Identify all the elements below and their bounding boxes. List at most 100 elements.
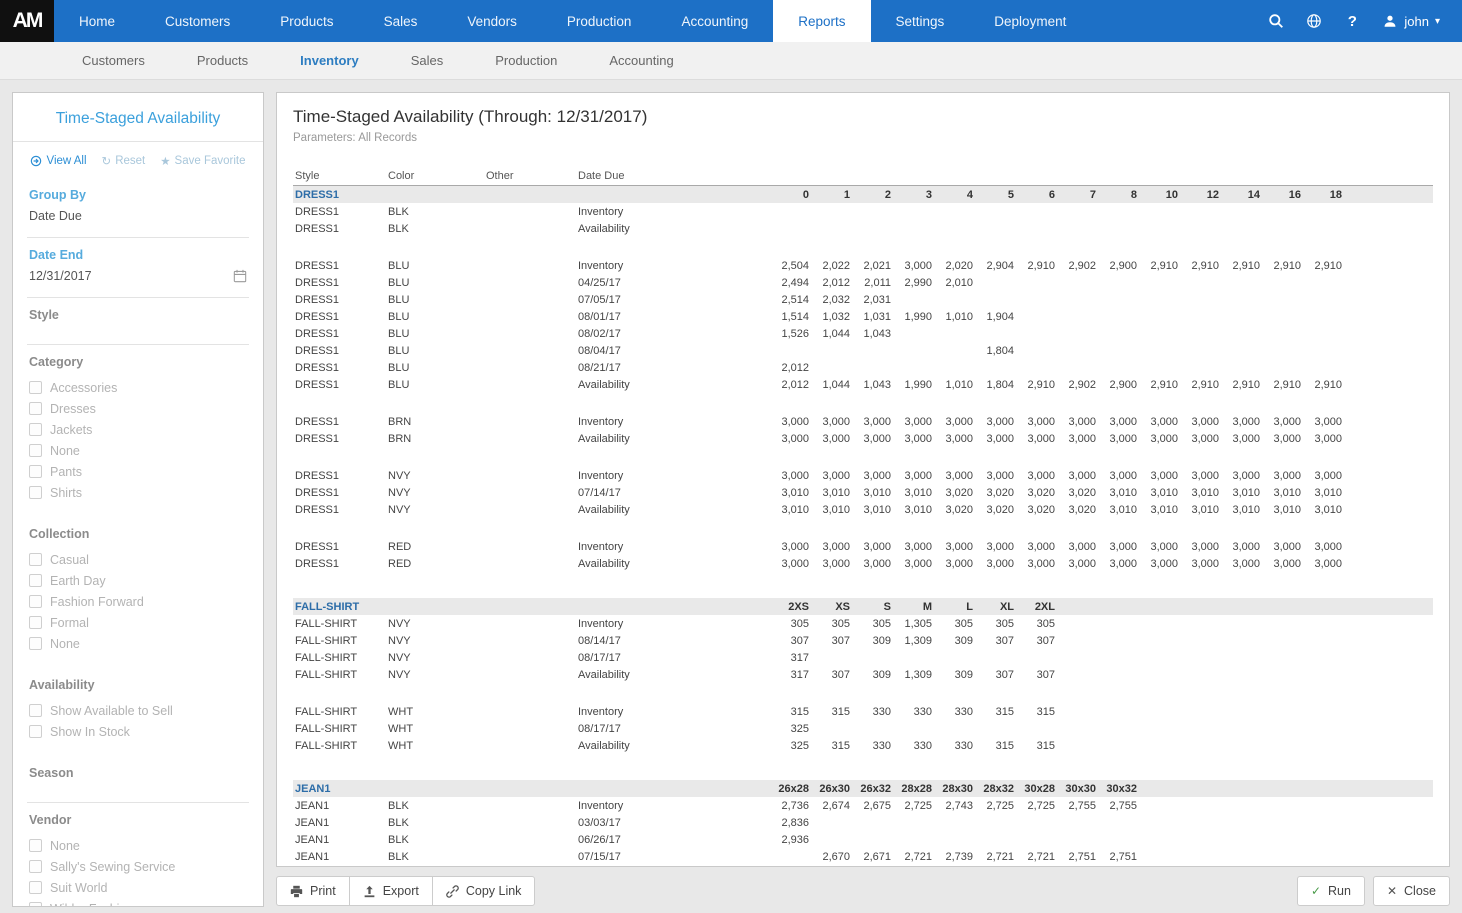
subnav-item-inventory[interactable]: Inventory [300,53,359,68]
checkbox[interactable] [29,465,42,478]
size-header: 6 [1048,188,1055,201]
checkbox[interactable] [29,637,42,650]
cell-value: 3,010 [822,503,850,516]
nav-item-vendors[interactable]: Vendors [467,13,517,29]
run-button[interactable]: ✓ Run [1296,876,1365,906]
checkbox[interactable] [29,574,42,587]
size-header: 0 [802,188,809,201]
cell-value: 2,910 [1314,259,1342,272]
cell-due: Inventory [578,617,624,630]
checkbox[interactable] [29,486,42,499]
subnav-item-sales[interactable]: Sales [410,53,444,68]
checkbox[interactable] [29,881,42,894]
cell-value: 2,010 [945,276,973,289]
filter-option-dresses[interactable]: Dresses [29,398,247,419]
checkbox[interactable] [29,595,42,608]
checkbox[interactable] [29,839,42,852]
cell-value: 3,000 [1314,469,1342,482]
checkbox[interactable] [29,704,42,717]
cell-color: BLU [388,378,410,391]
save-favorite-link[interactable]: ★ Save Favorite [160,154,245,168]
user-menu[interactable]: john ▾ [1382,13,1440,29]
user-name: john [1404,13,1429,29]
subnav-item-production[interactable]: Production [495,53,558,68]
filter-option-none[interactable]: None [29,633,247,654]
checkbox-label: Sally's Sewing Service [50,859,176,874]
nav-item-customers[interactable]: Customers [165,13,231,29]
cell-value: 2,721 [986,850,1014,863]
checkbox[interactable] [29,553,42,566]
close-button[interactable]: ✕ Close [1372,876,1450,906]
nav-item-home[interactable]: Home [79,13,116,29]
filter-option-wilder-fashion[interactable]: Wilder Fashion [29,898,247,906]
filter-option-earth-day[interactable]: Earth Day [29,570,247,591]
size-header: 18 [1329,188,1342,201]
nav-item-deployment[interactable]: Deployment [994,13,1067,29]
reset-link[interactable]: ↻ Reset [102,154,146,168]
filter-option-shirts[interactable]: Shirts [29,482,247,503]
cell-value: 2,514 [781,293,809,306]
cell-value: 3,000 [863,469,891,482]
filter-option-fashion-forward[interactable]: Fashion Forward [29,591,247,612]
view-all-link[interactable]: View All [30,154,87,168]
checkbox[interactable] [29,423,42,436]
table-row: FALL-SHIRT NVY 08/14/17 307 307 309 1,309 309 30… [293,632,1433,649]
export-button[interactable]: Export [348,876,433,906]
search-icon[interactable] [1268,13,1284,29]
cell-value: 1,044 [822,327,850,340]
app-logo[interactable]: AM [0,0,54,42]
checkbox[interactable] [29,616,42,629]
group-by-value[interactable]: Date Due [29,209,82,223]
size-header: 2XS [788,600,809,613]
cell-value: 2,990 [904,276,932,289]
subnav-item-products[interactable]: Products [196,53,249,68]
cell-due: 08/04/17 [578,344,621,357]
filter-option-none[interactable]: None [29,835,247,856]
filter-option-formal[interactable]: Formal [29,612,247,633]
date-end-value[interactable]: 12/31/2017 [29,269,92,283]
cell-value: 3,000 [1273,540,1301,553]
filter-option-show-in-stock[interactable]: Show In Stock [29,721,247,742]
cell-value: 3,000 [781,415,809,428]
checkbox[interactable] [29,860,42,873]
checkbox[interactable] [29,444,42,457]
cell-value: 3,000 [945,415,973,428]
block-gap [293,518,1433,538]
cell-value: 3,000 [1232,432,1260,445]
checkbox[interactable] [29,381,42,394]
print-button[interactable]: Print [276,876,350,906]
cell-value: 3,000 [1109,415,1137,428]
checkbox[interactable] [29,902,42,906]
filter-option-sally-s-sewing-service[interactable]: Sally's Sewing Service [29,856,247,877]
filter-option-accessories[interactable]: Accessories [29,377,247,398]
filter-option-show-available-to-sell[interactable]: Show Available to Sell [29,700,247,721]
nav-item-accounting[interactable]: Accounting [681,13,749,29]
filter-option-pants[interactable]: Pants [29,461,247,482]
help-icon[interactable]: ? [1344,13,1360,30]
globe-icon[interactable] [1306,13,1322,29]
cell-due: 07/14/17 [578,486,621,499]
calendar-icon[interactable] [233,269,247,283]
date-end-label: Date End [29,248,84,262]
table-row: DRESS1 BLU 08/21/17 2,012 [293,359,1433,376]
cell-value: 315 [1036,705,1055,718]
cell-value: 307 [995,634,1014,647]
cell-value: 1,514 [781,310,809,323]
filter-option-jackets[interactable]: Jackets [29,419,247,440]
checkbox[interactable] [29,402,42,415]
subnav-item-customers[interactable]: Customers [82,53,145,68]
nav-item-production[interactable]: Production [566,13,632,29]
nav-item-reports[interactable]: Reports [773,0,871,42]
filter-option-none[interactable]: None [29,440,247,461]
copy-link-button[interactable]: Copy Link [431,876,536,906]
style-label: Style [29,308,59,322]
nav-item-sales[interactable]: Sales [383,13,418,29]
subnav-item-accounting[interactable]: Accounting [609,53,674,68]
nav-item-products[interactable]: Products [280,13,334,29]
date-end-field[interactable]: 12/31/2017 [29,269,247,283]
cell-value: 3,020 [1068,486,1096,499]
nav-item-settings[interactable]: Settings [895,13,945,29]
checkbox[interactable] [29,725,42,738]
filter-option-casual[interactable]: Casual [29,549,247,570]
filter-option-suit-world[interactable]: Suit World [29,877,247,898]
